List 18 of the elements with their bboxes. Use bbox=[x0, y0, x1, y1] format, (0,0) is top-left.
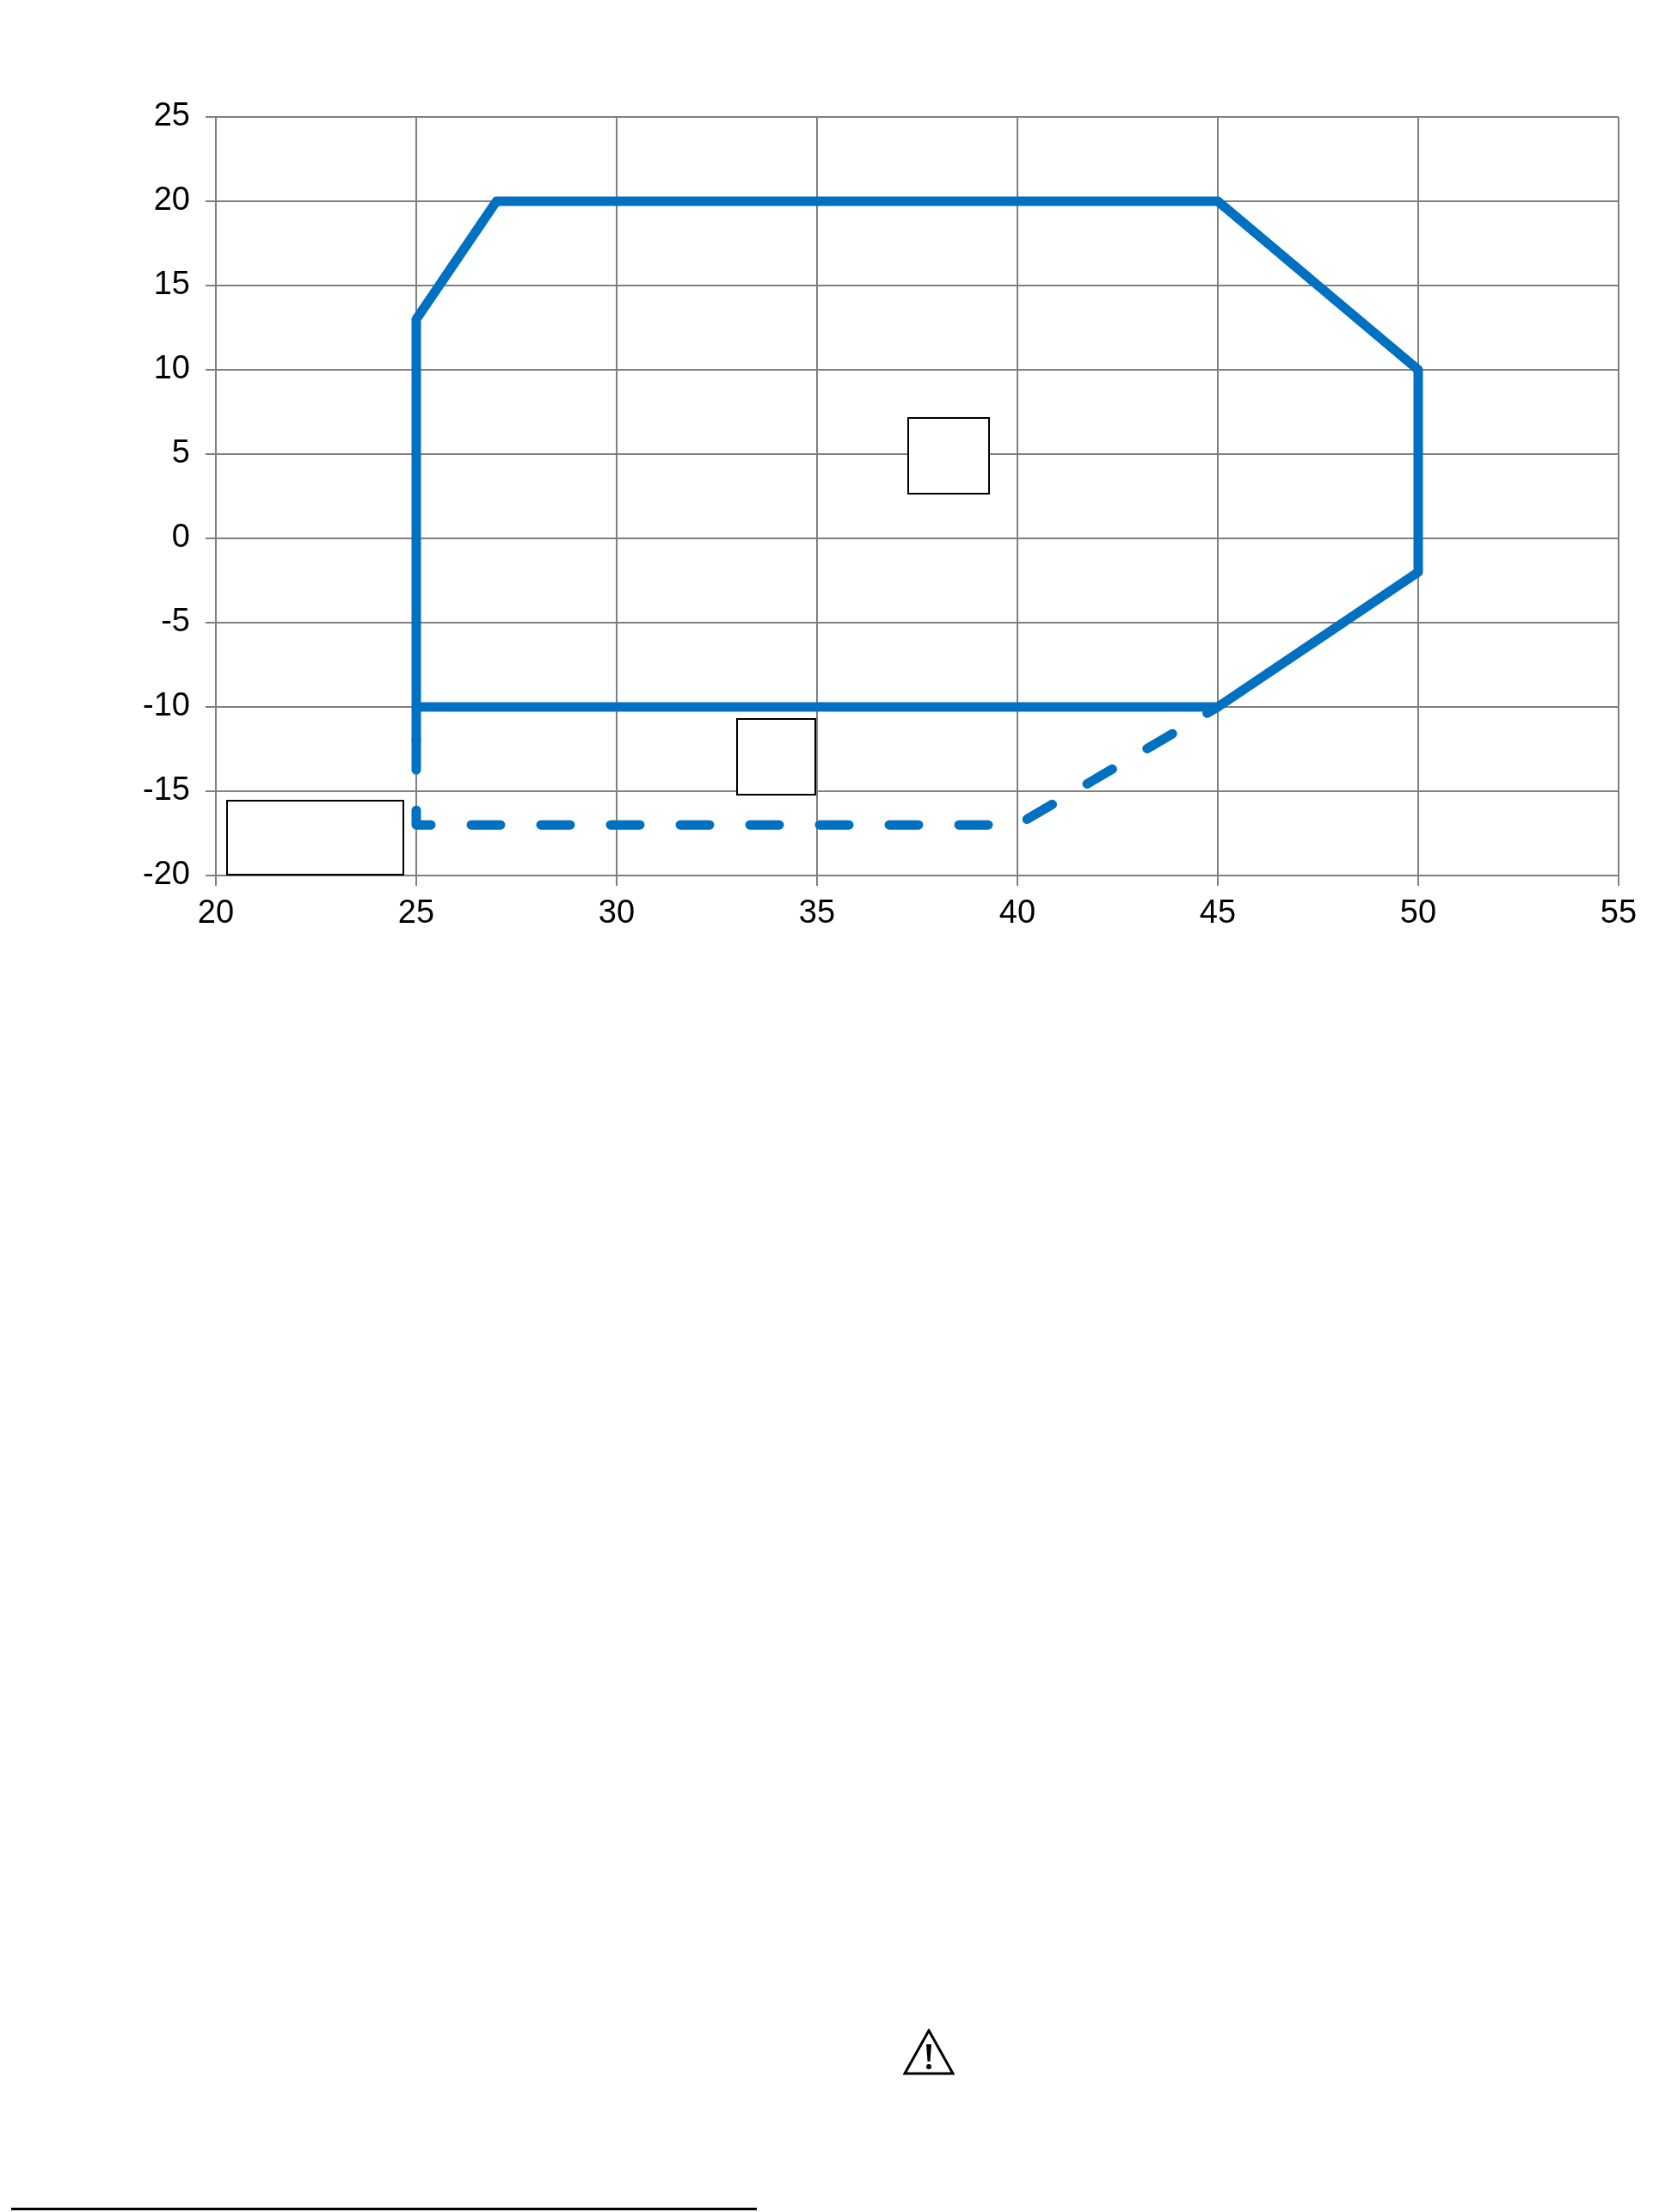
y-tick-label: 25 bbox=[153, 96, 190, 133]
y-tick-label: 0 bbox=[171, 518, 190, 555]
x-tick-label: 35 bbox=[798, 894, 836, 931]
y-tick-label: -15 bbox=[143, 771, 190, 808]
y-tick-label: 10 bbox=[153, 349, 190, 386]
y-tick-label: -10 bbox=[143, 686, 190, 723]
x-tick-label: 55 bbox=[1600, 894, 1638, 931]
x-tick-label: 25 bbox=[397, 894, 435, 931]
x-tick-label: 30 bbox=[598, 894, 636, 931]
x-tick-label: 20 bbox=[197, 894, 235, 931]
y-tick-label: 20 bbox=[153, 181, 190, 218]
x-tick-label: 40 bbox=[999, 894, 1036, 931]
y-tick-label: 5 bbox=[171, 433, 190, 470]
y-tick-label: 15 bbox=[153, 265, 190, 302]
y-tick-label: -5 bbox=[161, 602, 190, 639]
y-tick-label: -20 bbox=[143, 855, 190, 892]
x-tick-label: 45 bbox=[1199, 894, 1237, 931]
x-tick-label: 50 bbox=[1399, 894, 1437, 931]
